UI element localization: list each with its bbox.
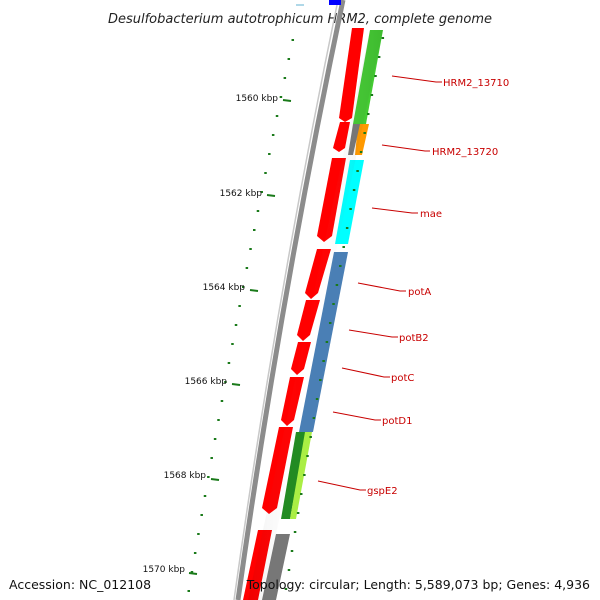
scale-tick-label: 1568 kbp — [164, 471, 207, 481]
scale-dots-outer — [187, 39, 295, 592]
cog-segment-cyan — [335, 160, 364, 244]
gene-arrow — [339, 28, 364, 122]
scale-tick-label: 1564 kbp — [203, 283, 246, 293]
major-tick — [231, 383, 241, 386]
cog-segment-lime — [290, 432, 312, 519]
accession-text: Accession: NC_012108 — [9, 577, 152, 592]
leader-line — [317, 480, 366, 491]
scale-tick-label: 1560 kbp — [236, 94, 279, 104]
major-tick — [266, 194, 276, 197]
gene-label-potd1: potD1 — [382, 416, 412, 427]
leader-line — [371, 207, 418, 214]
leader-line — [348, 329, 398, 338]
map-title: Desulfobacterium autotrophicum HRM2, com… — [108, 12, 492, 27]
leader-line — [391, 75, 442, 83]
gene-label-potb2: potB2 — [399, 333, 429, 344]
backbone-ring — [235, 0, 346, 600]
cog-strand-shading — [248, 30, 383, 600]
leader-line — [341, 367, 390, 378]
leader-line — [332, 411, 381, 421]
cog-segment-gray — [262, 534, 290, 600]
light-feature-marker — [296, 4, 304, 6]
gene-labels: HRM2_13710 HRM2_13720 mae potA potB2 pot… — [367, 78, 509, 497]
major-tick — [249, 289, 259, 292]
scale-tick-label: 1566 kbp — [185, 377, 228, 387]
leader-line — [381, 144, 430, 152]
scale-tick-label: 1562 kbp — [220, 189, 263, 199]
scale-dots-inner — [284, 37, 385, 590]
gene-label-pota: potA — [408, 287, 431, 298]
blue-feature-marker — [329, 0, 341, 5]
gene-label-mae: mae — [420, 209, 442, 220]
gene-label-hrm2-13710: HRM2_13710 — [443, 78, 509, 89]
gene-arrow — [333, 122, 350, 152]
leader-line — [357, 282, 406, 292]
gene-label-hrm2-13720: HRM2_13720 — [432, 147, 498, 158]
cog-segment-steelblue — [299, 252, 348, 432]
major-tick — [210, 478, 220, 481]
major-tick — [282, 99, 292, 102]
scale-tick-label: 1570 kbp — [143, 565, 186, 575]
gene-label-leaders — [317, 75, 442, 491]
gene-label-gspe2: gspE2 — [367, 486, 398, 497]
major-tick — [188, 572, 198, 575]
cog-strand — [248, 30, 383, 600]
gene-label-potc: potC — [391, 373, 414, 384]
topology-text: Topology: circular; Length: 5,589,073 bp… — [246, 577, 590, 592]
backbone-ring-highlight — [233, 0, 339, 600]
cog-segment-darkgreen — [281, 432, 306, 519]
scale-ticks: 1560 kbp 1562 kbp 1564 kbp 1566 kbp 1568… — [143, 94, 292, 575]
forward-strand-genes — [243, 28, 364, 600]
